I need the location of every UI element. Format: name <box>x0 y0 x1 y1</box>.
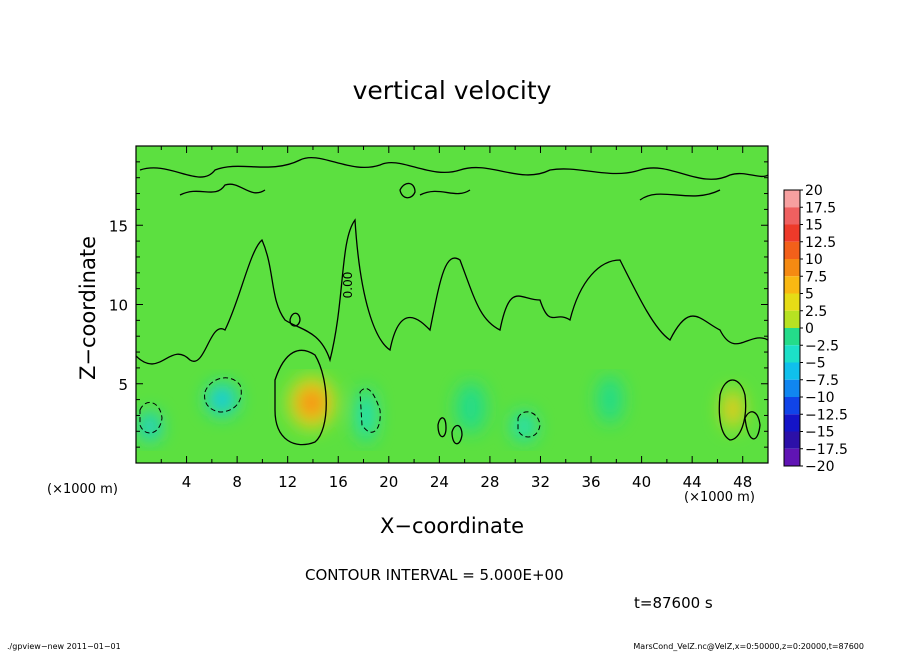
colorbar-label: −5 <box>805 356 826 372</box>
x-tick-label: 44 <box>683 473 702 491</box>
x-tick-label: 28 <box>480 473 499 491</box>
contour-line-5 <box>274 349 327 446</box>
contour-line-1 <box>139 156 768 180</box>
contour-line-3 <box>419 189 471 196</box>
y-tick-label: 5 <box>118 376 128 394</box>
x-tick-label: 8 <box>232 473 242 491</box>
colorbar-label: −20 <box>805 459 835 475</box>
x-unit-right: (×1000 m) <box>684 490 755 505</box>
colorbar-label: −2.5 <box>805 338 839 354</box>
contour-negative-1 <box>139 402 163 434</box>
field-feature-6-level-2 <box>460 390 482 425</box>
colorbar-label: −17.5 <box>805 442 848 458</box>
field-feature-2-level-3 <box>212 389 232 410</box>
colorbar-label: −12.5 <box>805 407 848 423</box>
field-feature-4-level-2 <box>515 415 533 438</box>
contour-line-8 <box>451 424 463 445</box>
colorbar-swatch <box>784 293 800 311</box>
x-unit-left: (×1000 m) <box>47 482 118 497</box>
y-axis-label: Z−coordinate <box>76 236 100 380</box>
colorbar-swatch <box>784 241 800 259</box>
contour-line-9 <box>744 411 761 440</box>
field-feature-5-level-2 <box>359 396 373 435</box>
y-tick-label: 15 <box>109 217 128 235</box>
colorbar-swatch <box>784 207 800 225</box>
contour-negative-3 <box>359 388 381 433</box>
colorbar-label: −10 <box>805 390 835 406</box>
footer-right: MarsCond_VelZ.nc@VelZ,x=0:50000,z=0:2000… <box>633 642 864 651</box>
colorbar-label: 2.5 <box>805 304 827 320</box>
x-tick-label: 32 <box>531 473 550 491</box>
contour-line-4 <box>639 189 721 201</box>
colorbar-swatch <box>784 310 800 328</box>
contour-line-7 <box>437 417 447 438</box>
x-tick-label: 40 <box>632 473 651 491</box>
field-feature-0-level-4 <box>299 388 325 417</box>
colorbar-swatch <box>784 448 800 466</box>
colorbar-swatch <box>784 345 800 363</box>
x-tick-label: 24 <box>430 473 449 491</box>
colorbar-label: −15 <box>805 425 835 441</box>
colorbar-label: 0 <box>805 321 814 337</box>
contour-zero-label: 0.00 <box>341 272 355 299</box>
x-tick-label: 48 <box>733 473 752 491</box>
y-axis: 5 10 15 <box>109 145 768 464</box>
footer-left: ./gpview−new 2011−01−01 <box>7 642 121 651</box>
colorbar-label: 15 <box>805 218 823 234</box>
colorbar-label: 12.5 <box>805 235 836 251</box>
colorbar-swatch <box>784 431 800 449</box>
x-tick-label: 12 <box>278 473 297 491</box>
colorbar-swatch <box>784 190 800 208</box>
colorbar-swatch <box>784 276 800 294</box>
chart-title: vertical velocity <box>352 76 552 105</box>
contour-line-11 <box>399 182 416 199</box>
time-label: t=87600 s <box>634 594 713 612</box>
colorbar-label: 20 <box>805 183 823 199</box>
colorbar-label: 7.5 <box>805 269 827 285</box>
colorbar-swatch <box>784 397 800 415</box>
y-tick-label: 10 <box>109 297 128 315</box>
field-feature-3-level-3 <box>143 417 157 436</box>
field-background <box>136 146 768 463</box>
x-tick-label: 36 <box>581 473 600 491</box>
x-axis-label: X−coordinate <box>380 514 524 538</box>
colorbar-swatch <box>784 224 800 242</box>
contour-negative-0 <box>204 377 242 413</box>
colorbar-swatch <box>784 379 800 397</box>
colorbar-swatch <box>784 259 800 277</box>
colorbar-label: 5 <box>805 287 814 303</box>
x-tick-label: 4 <box>182 473 192 491</box>
x-tick-label: 20 <box>379 473 398 491</box>
colorbar-swatch <box>784 362 800 380</box>
x-tick-label: 16 <box>329 473 348 491</box>
field-feature-7-level-2 <box>601 383 619 416</box>
colorbar-label: −7.5 <box>805 373 839 389</box>
contour-line-0 <box>136 218 768 365</box>
contour-line-2 <box>179 183 266 196</box>
colorbar-swatch <box>784 414 800 432</box>
colorbar-label: 10 <box>805 252 823 268</box>
colorbar-label: 17.5 <box>805 200 836 216</box>
field-layer <box>136 146 768 463</box>
contour-layer <box>136 156 768 446</box>
field-feature-1-level-3 <box>726 397 740 421</box>
x-axis: 4 8 12 16 20 24 28 32 36 40 44 48 <box>135 146 769 491</box>
contour-line-10 <box>289 312 301 327</box>
contour-line-6 <box>718 379 747 441</box>
contour-negative-2 <box>517 411 541 438</box>
contour-interval-label: CONTOUR INTERVAL = 5.000E+00 <box>305 566 564 584</box>
colorbar-swatch <box>784 328 800 346</box>
